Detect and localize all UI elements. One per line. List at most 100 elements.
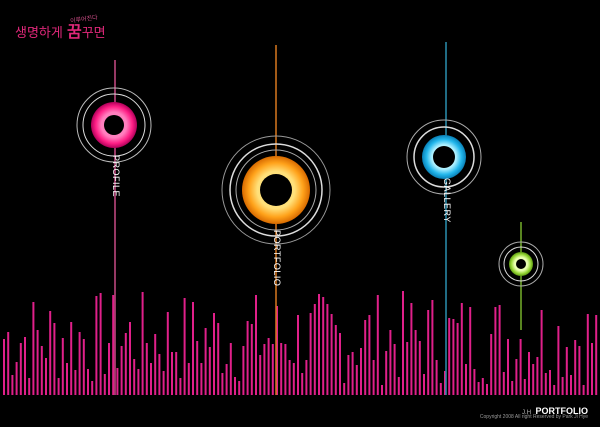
equalizer-bar (255, 295, 257, 395)
logo-text-big: 꿈 (66, 22, 82, 41)
equalizer-bar (133, 359, 136, 395)
gallery-ring-button[interactable] (406, 119, 482, 195)
equalizer-bar (129, 322, 131, 395)
equalizer-bar (523, 379, 526, 395)
equalizer-bar (120, 346, 123, 395)
equalizer-bar (49, 311, 52, 395)
equalizer-bar (213, 313, 215, 395)
equalizer-bar (511, 381, 514, 395)
equalizer-bar (91, 381, 94, 395)
equalizer-bar (116, 368, 119, 395)
equalizer-bar (410, 303, 413, 395)
equalizer-bar (74, 370, 77, 395)
equalizer-bar (439, 383, 442, 395)
logo-text-3: 꾸면 (81, 26, 106, 41)
equalizer-bar (414, 330, 417, 395)
equalizer-bar (145, 343, 148, 395)
equalizer-bar (498, 305, 501, 395)
equalizer-bar (448, 318, 451, 395)
equalizer-bar (87, 369, 89, 395)
equalizer-bar (360, 348, 362, 395)
equalizer-bar (393, 344, 396, 395)
equalizer-bar (372, 360, 375, 395)
equalizer-bar (389, 330, 392, 395)
equalizer-bar (339, 333, 341, 395)
equalizer-bar (292, 363, 295, 395)
nav-gallery-link[interactable]: GALLERY (442, 178, 452, 223)
equalizer-bar (45, 358, 47, 395)
equalizer-bar (591, 343, 593, 395)
equalizer-bar (36, 330, 39, 395)
equalizer-bar (301, 373, 304, 395)
equalizer-bar (532, 364, 535, 395)
equalizer-bar (263, 344, 266, 395)
equalizer-bar (284, 344, 287, 395)
footer-brand-prefix: J.H (522, 410, 532, 416)
equalizer-bar (330, 314, 333, 395)
equalizer-bar (70, 322, 73, 395)
equalizer-bar (7, 332, 10, 395)
equalizer-bar (540, 310, 543, 395)
equalizer-bar (536, 357, 539, 395)
equalizer-bar (276, 306, 278, 395)
equalizer-bar (183, 298, 186, 395)
equalizer-bar (141, 292, 144, 395)
green-ring-button[interactable] (498, 241, 544, 287)
profile-ring-button[interactable] (76, 87, 152, 163)
equalizer-bar (582, 385, 585, 395)
equalizer-bar (234, 377, 236, 395)
equalizer-bar (61, 338, 64, 395)
equalizer-bar (246, 321, 249, 395)
equalizer-bar (452, 319, 455, 395)
equalizer-bar (15, 362, 18, 395)
logo-text-2: 하게 (38, 26, 67, 41)
nav-profile-link[interactable]: PROFILE (111, 155, 121, 198)
equalizer-bar (519, 339, 522, 395)
equalizer-bar (108, 343, 110, 395)
equalizer-bar (368, 315, 371, 395)
equalizer-bar (150, 363, 152, 395)
equalizer-bar (557, 326, 560, 395)
equalizer-bar (32, 302, 35, 395)
equalizer-bar (515, 359, 518, 395)
equalizer-bar (103, 374, 106, 395)
equalizer-bar (544, 373, 547, 395)
equalizer-bar (364, 320, 367, 395)
equalizer-bar (318, 294, 320, 395)
equalizer-bar (570, 375, 572, 395)
equalizer-bar (528, 352, 530, 395)
equalizer-bar (381, 385, 383, 395)
equalizer-bar (259, 355, 262, 395)
equalizer-bar (490, 334, 493, 395)
equalizer-bar (465, 364, 467, 395)
equalizer-bar (477, 382, 480, 395)
portfolio-ring-button[interactable] (221, 135, 331, 245)
equalizer-bar (95, 296, 98, 395)
equalizer-bar (351, 352, 354, 395)
equalizer-bar (435, 360, 438, 395)
equalizer-bar (406, 342, 409, 395)
equalizer-bar (179, 378, 182, 395)
equalizer-bar (267, 338, 270, 395)
equalizer-bar (309, 313, 312, 395)
equalizer-bar (225, 364, 228, 395)
equalizer-bar (376, 295, 379, 395)
equalizer-bar (444, 371, 446, 395)
equalizer-bar (66, 363, 68, 395)
equalizer-bar (561, 377, 564, 395)
copyright-text: Copyright 2008 All right Reserved by Par… (479, 414, 588, 420)
equalizer-bar (3, 339, 5, 395)
equalizer-bar (334, 325, 337, 395)
equalizer-bar (418, 341, 421, 395)
site-logo[interactable]: 생명하게 꿈꾸면 이루어진다 (15, 14, 106, 42)
equalizer-bar (280, 343, 283, 395)
equalizer-bar (187, 363, 190, 395)
equalizer-bar (502, 372, 505, 395)
equalizer-bar (57, 378, 60, 395)
equalizer-bar (171, 352, 173, 395)
nav-portfolio-link[interactable]: PORTFOLIO (272, 230, 282, 287)
equalizer-bar (204, 328, 207, 395)
equalizer-bar (397, 377, 400, 395)
equalizer-bar (229, 343, 232, 395)
equalizer-bar (288, 360, 291, 395)
